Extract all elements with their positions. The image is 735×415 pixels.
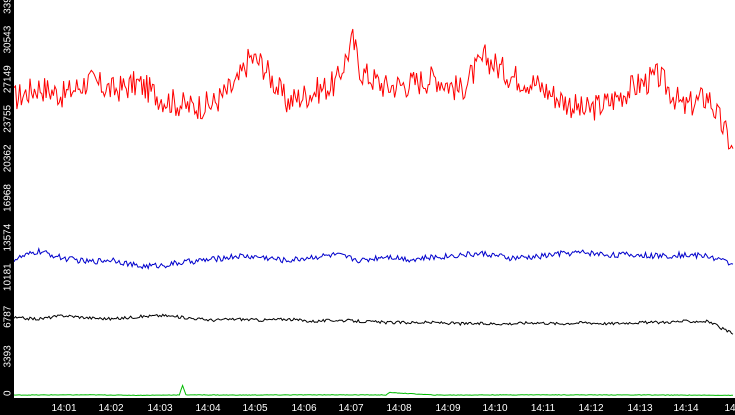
y-tick-label: 10181 [3, 263, 14, 291]
y-tick-label: 20362 [3, 144, 14, 172]
y-tick-layer: 0 3393 6787 10181 13574 16968 20362 23755 27149 3… [3, 0, 14, 396]
y-tick-label: 27149 [3, 65, 14, 93]
x-tick-label: 14:09 [435, 403, 460, 414]
x-tick-layer: 14:01 14:02 14:03 14:04 14:05 14:06 14:07 14:08… [51, 403, 735, 414]
x-tick-label: 14:01 [51, 403, 76, 414]
x-tick-label: 14:04 [195, 403, 220, 414]
x-tick-label: 14:07 [338, 403, 363, 414]
x-axis-bar [0, 398, 735, 415]
x-tick-label: 14:02 [98, 403, 123, 414]
y-tick-label: 16968 [3, 184, 14, 212]
x-tick-label: 14:12 [578, 403, 603, 414]
x-tick-label: 14:06 [291, 403, 316, 414]
series-line-4 [13, 384, 733, 397]
x-tick-label: 14:05 [242, 403, 267, 414]
y-tick-label: 0 [3, 390, 14, 396]
y-tick-label: 3393 [3, 345, 14, 368]
y-axis-bar [0, 0, 14, 398]
y-tick-label: 6787 [3, 305, 14, 328]
x-tick-label: 14 [724, 403, 735, 414]
x-tick-label: 14:14 [673, 403, 698, 414]
y-tick-label: 33937 [3, 0, 14, 14]
y-tick-label: 13574 [3, 223, 14, 251]
x-tick-label: 14:11 [531, 403, 556, 414]
series-line-1 [13, 28, 734, 150]
x-tick-label: 14:13 [627, 403, 652, 414]
y-tick-label: 23755 [3, 104, 14, 132]
x-tick-label: 14:03 [147, 403, 172, 414]
series-layer [13, 28, 734, 397]
x-tick-label: 14:10 [482, 403, 507, 414]
y-tick-label: 30543 [3, 25, 14, 53]
x-tick-label: 14:08 [386, 403, 411, 414]
series-line-2 [13, 247, 734, 271]
series-line-3 [13, 313, 734, 335]
